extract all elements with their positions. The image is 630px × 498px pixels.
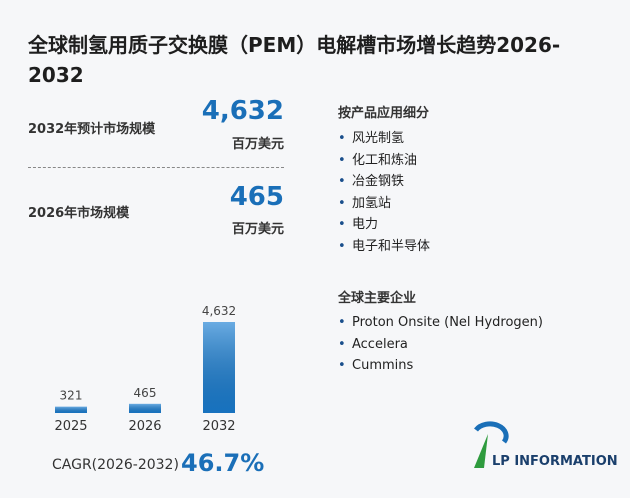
stat-label: 2026年市场规模 [28,206,130,221]
list-item: 化工和炼油 [338,150,430,172]
stat-value: 465 [229,182,284,212]
title: 全球制氢用质子交换膜（PEM）电解槽市场增长趋势2026-2032 [28,33,561,87]
value-label: 4,632 [202,304,236,318]
logo-text: LP INFORMATION [492,454,618,469]
value-label: 321 [60,389,83,403]
bar-shade [55,406,87,413]
chart: 321 2025 465 2026 4,632 2032 [54,304,236,434]
list-item: 冶金钢铁 [338,171,430,193]
list-item: 加氢站 [338,193,430,215]
bar-shade [203,322,235,413]
cagr-label: CAGR(2026-2032) [52,457,179,473]
list-item: 电子和半导体 [338,236,430,258]
x-tick-label: 2025 [54,419,87,434]
divider [28,167,284,168]
stat-label: 2032年预计市场规模 [28,122,156,137]
segment-list: 风光制氢化工和炼油冶金钢铁加氢站电力电子和半导体 [338,128,430,257]
x-tick-label: 2026 [128,419,161,434]
section-heading: 按产品应用细分 [338,106,430,121]
bar-shade [129,403,161,413]
stat-unit: 百万美元 [231,222,284,237]
list-item: 风光制氢 [338,128,430,150]
list-item: Proton Onsite (Nel Hydrogen) [338,312,543,334]
stat-value: 4,632 [201,96,284,126]
stat-unit: 百万美元 [231,137,284,152]
list-item: Accelera [338,334,543,356]
company-list: Proton Onsite (Nel Hydrogen)AcceleraCumm… [338,312,543,377]
cagr-value: 46.7% [181,449,265,477]
section-heading: 全球主要企业 [338,291,417,306]
x-tick-label: 2032 [202,419,235,434]
value-label: 465 [134,386,157,400]
list-item: 电力 [338,214,430,236]
list-item: Cummins [338,355,543,377]
logo-mark [474,421,509,468]
